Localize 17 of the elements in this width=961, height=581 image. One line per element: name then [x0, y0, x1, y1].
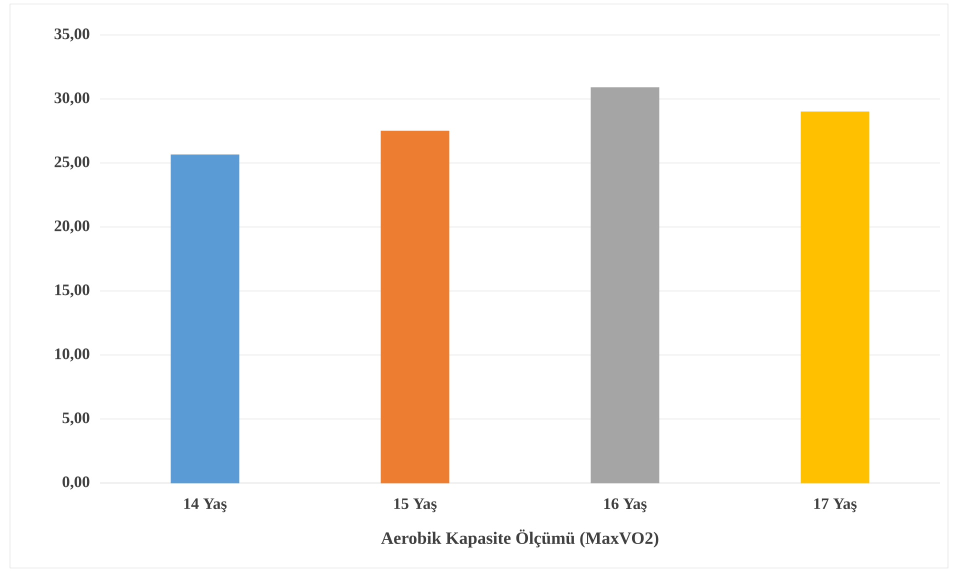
y-tick-label: 5,00: [62, 412, 90, 426]
x-tick-label: 15 Yaş: [394, 498, 437, 512]
x-tick-label: 16 Yaş: [604, 498, 647, 512]
y-tick-label: 35,00: [54, 28, 90, 42]
x-tick-label: 14 Yaş: [184, 498, 227, 512]
bar: [380, 130, 450, 484]
x-axis-title: Aerobik Kapasite Ölçümü (MaxVO2): [381, 529, 658, 548]
bar: [590, 87, 660, 484]
bar: [170, 154, 240, 484]
y-tick-label: 25,00: [54, 156, 90, 170]
y-tick-label: 10,00: [55, 348, 90, 362]
y-tick-label: 0,00: [62, 476, 90, 490]
y-tick-label: 30,00: [54, 92, 90, 106]
x-tick-label: 17 Yaş: [814, 498, 857, 512]
y-tick-label: 20,00: [54, 220, 90, 234]
bar: [800, 112, 870, 484]
y-tick-label: 15,00: [55, 284, 90, 298]
